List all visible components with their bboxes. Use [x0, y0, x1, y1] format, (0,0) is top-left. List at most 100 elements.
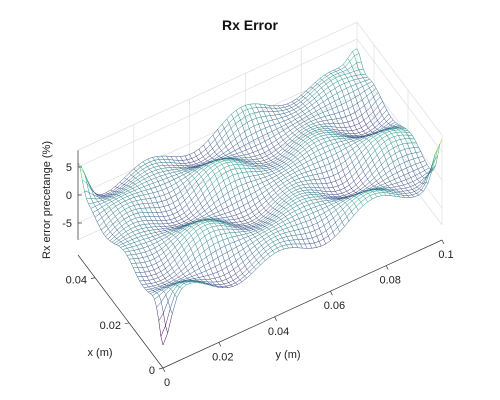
mesh-segment	[422, 156, 426, 161]
mesh-segment	[343, 108, 349, 111]
mesh-segment	[286, 243, 292, 245]
mesh-segment	[390, 121, 396, 126]
mesh-segment	[141, 181, 147, 185]
mesh-segment	[177, 165, 180, 168]
mesh-segment	[158, 295, 162, 302]
mesh-segment	[235, 227, 238, 230]
mesh-segment	[288, 148, 294, 153]
mesh-segment	[329, 202, 332, 205]
mesh-segment	[147, 158, 151, 163]
mesh-segment	[357, 137, 363, 140]
mesh-segment	[364, 137, 367, 140]
mesh-segment	[258, 258, 264, 263]
mesh-segment	[247, 253, 253, 258]
mesh-segment	[227, 204, 233, 208]
mesh-segment	[182, 277, 188, 281]
mesh-segment	[104, 206, 110, 211]
mesh-segment	[306, 152, 310, 156]
mesh-segment	[167, 222, 173, 224]
mesh-segment	[358, 132, 362, 136]
mesh-segment	[249, 215, 255, 219]
mesh-segment	[191, 226, 194, 229]
mesh-segment	[149, 260, 153, 266]
mesh-segment	[345, 160, 348, 167]
mesh-segment	[246, 122, 250, 129]
mesh-segment	[282, 110, 285, 114]
mesh-segment	[295, 119, 298, 123]
mesh-segment	[124, 216, 130, 220]
mesh-segment	[316, 101, 319, 106]
mesh-segment	[146, 227, 150, 231]
mesh-segment	[247, 242, 253, 247]
mesh-segment	[362, 171, 366, 176]
mesh-segment	[373, 106, 379, 112]
mesh-segment	[302, 103, 306, 107]
mesh-segment	[169, 173, 173, 177]
mesh-segment	[165, 225, 170, 227]
mesh-segment	[235, 269, 241, 274]
mesh-segment	[222, 206, 228, 210]
mesh-segment	[146, 220, 150, 225]
mesh-segment	[302, 99, 308, 104]
mesh-segment	[390, 170, 393, 176]
mesh-segment	[143, 286, 149, 288]
mesh-segment	[201, 216, 205, 219]
mesh-segment	[172, 250, 178, 257]
mesh-segment	[355, 75, 359, 79]
mesh-segment	[274, 215, 277, 217]
mesh-segment	[328, 194, 331, 197]
mesh-segment	[234, 155, 240, 158]
mesh-segment	[275, 228, 279, 232]
mesh-segment	[198, 148, 202, 154]
mesh-segment	[209, 151, 215, 157]
mesh-segment	[285, 167, 291, 171]
mesh-segment	[203, 165, 209, 170]
mesh-segment	[164, 192, 170, 196]
mesh-segment	[203, 152, 208, 157]
mesh-segment	[158, 228, 163, 230]
mesh-segment	[163, 248, 169, 253]
mesh-segment	[313, 116, 316, 120]
mesh-segment	[200, 149, 206, 154]
mesh-segment	[191, 186, 195, 191]
mesh-segment	[419, 178, 425, 183]
mesh-segment	[252, 199, 256, 205]
mesh-segment	[159, 287, 165, 290]
mesh-segment	[361, 147, 367, 153]
mesh-segment	[361, 114, 365, 121]
mesh-segment	[304, 158, 307, 163]
mesh-segment	[325, 195, 328, 198]
mesh-segment	[105, 196, 110, 199]
mesh-segment	[301, 123, 307, 127]
mesh-segment	[393, 130, 397, 133]
mesh-segment	[331, 169, 334, 176]
mesh-segment	[419, 181, 422, 184]
mesh-segment	[235, 227, 240, 229]
mesh-segment	[253, 229, 256, 232]
mesh-segment	[401, 167, 407, 171]
mesh-segment	[168, 202, 174, 206]
mesh-segment	[256, 163, 260, 166]
mesh-segment	[326, 76, 329, 79]
mesh-segment	[161, 256, 166, 261]
mesh-segment	[356, 152, 362, 158]
mesh-segment	[307, 104, 312, 109]
mesh-segment	[160, 231, 163, 234]
mesh-segment	[325, 103, 331, 107]
mesh-segment	[305, 127, 311, 131]
mesh-segment	[272, 210, 278, 215]
mesh-segment	[142, 173, 148, 177]
mesh-segment	[239, 276, 245, 281]
mesh-segment	[189, 273, 193, 277]
mesh-segment	[210, 253, 214, 261]
mesh-segment	[336, 104, 342, 107]
mesh-segment	[180, 278, 183, 281]
mesh-segment	[191, 158, 195, 162]
mesh-segment	[199, 214, 203, 217]
mesh-segment	[357, 99, 363, 104]
mesh-segment	[366, 111, 369, 117]
mesh-segment	[406, 143, 410, 149]
mesh-segment	[103, 216, 109, 222]
mesh-segment	[369, 87, 372, 93]
mesh-segment	[119, 177, 125, 183]
